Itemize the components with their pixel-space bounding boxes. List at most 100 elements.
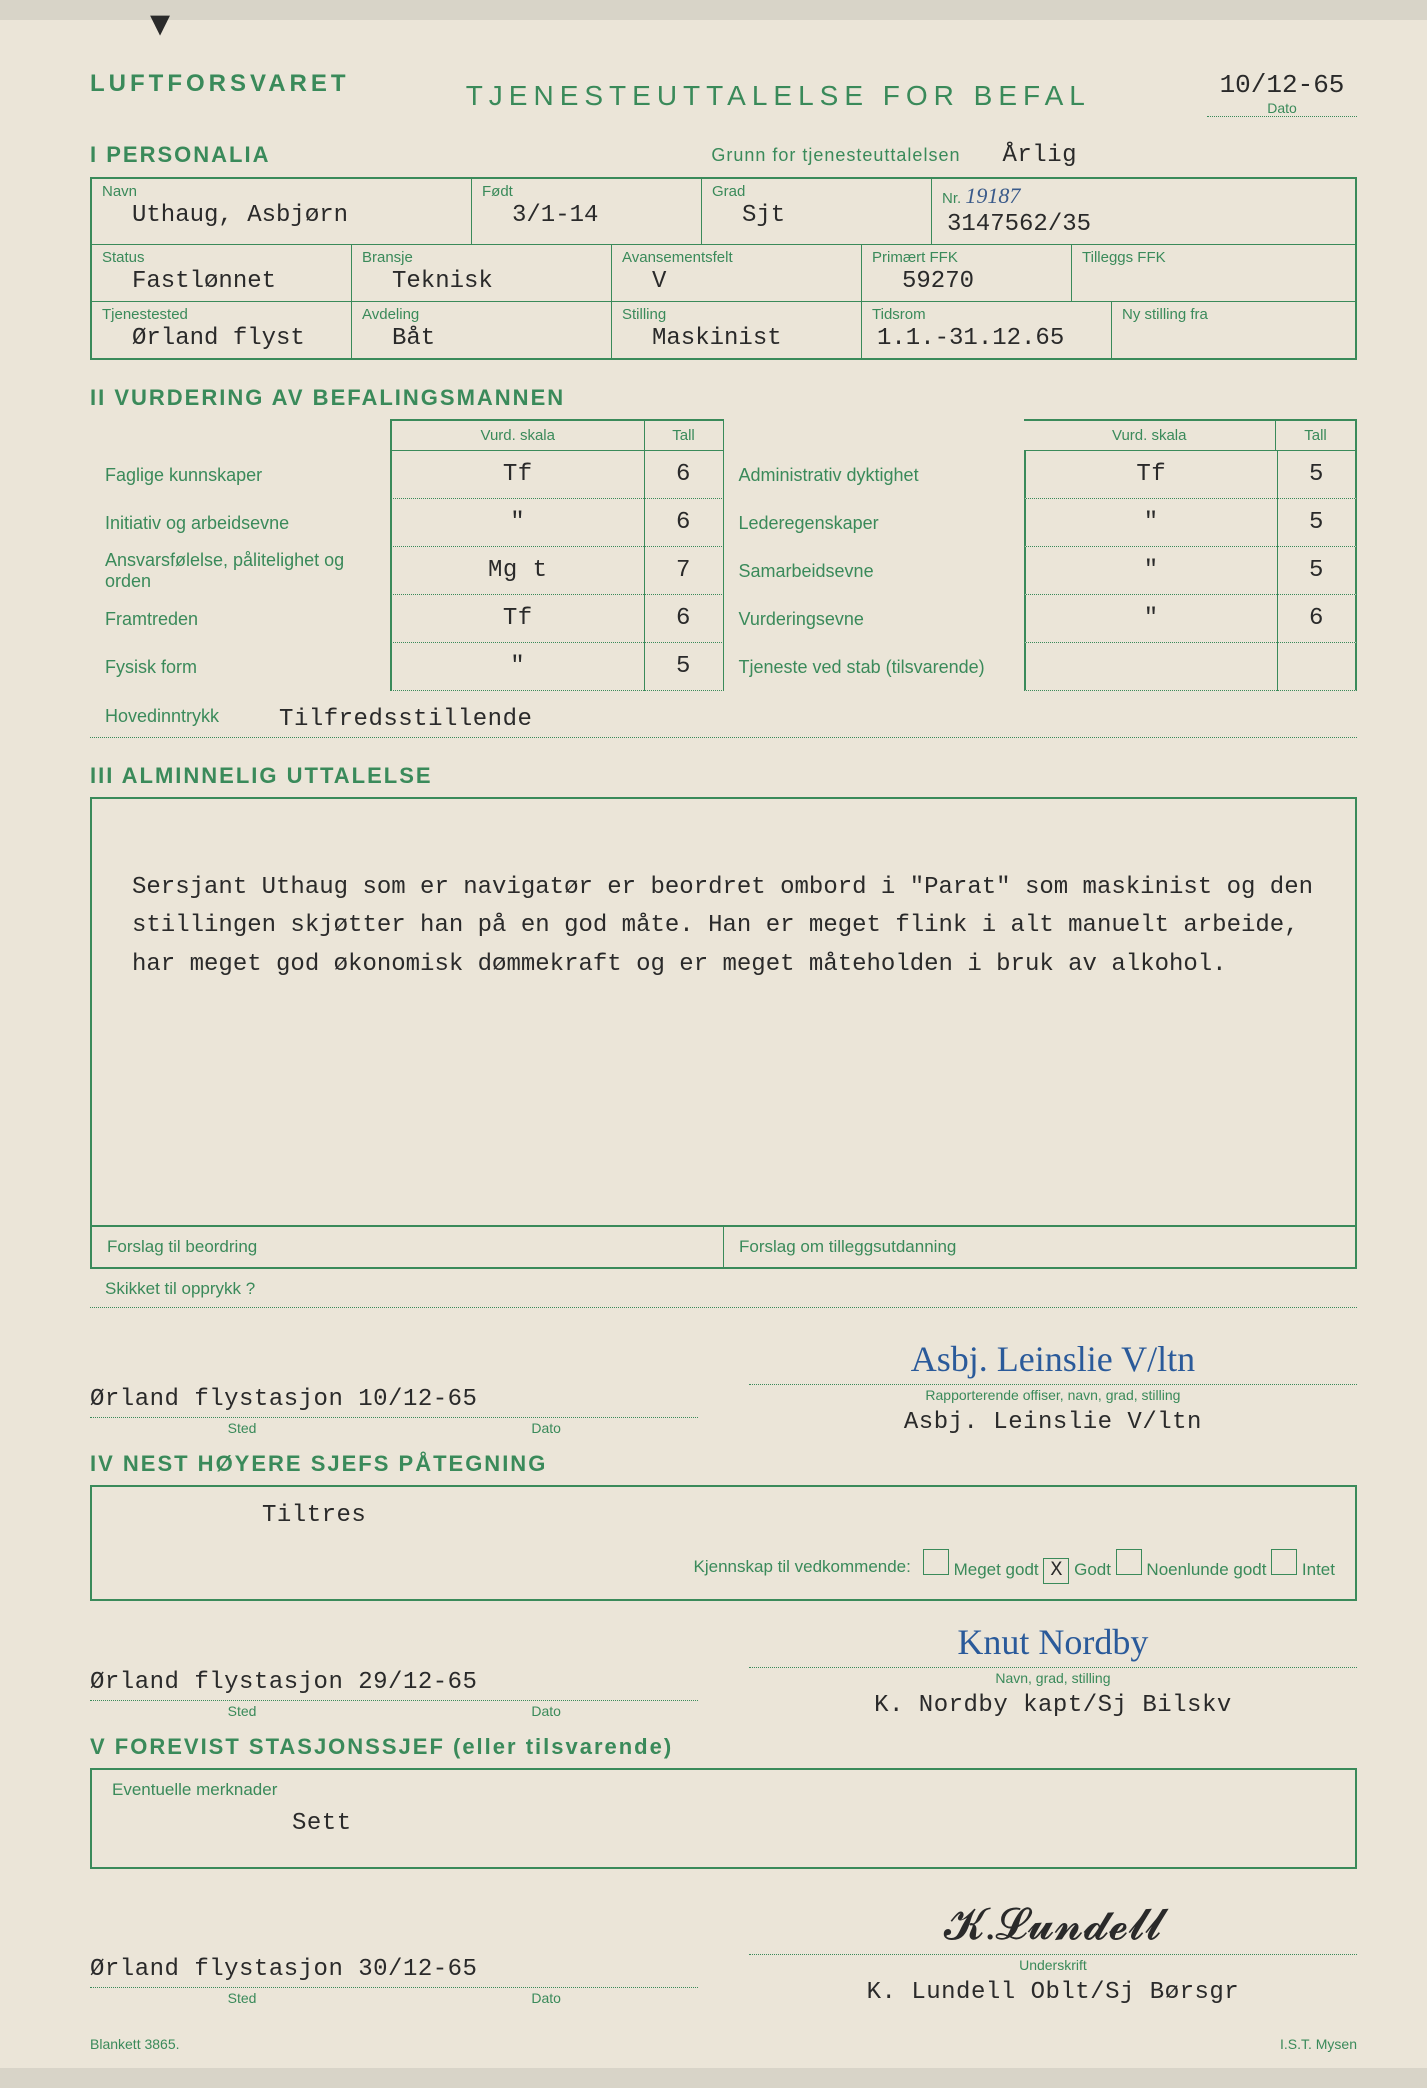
fodt-label: Født xyxy=(482,183,691,200)
section4-title: IV NEST HØYERE SJEFS PÅTEGNING xyxy=(90,1451,547,1477)
status-label: Status xyxy=(102,249,341,266)
navn-value: Uthaug, Asbjørn xyxy=(102,202,461,229)
avd-value: Båt xyxy=(362,325,601,352)
skikket-line: Skikket til opprykk ? xyxy=(90,1275,1357,1308)
nystilling-label: Ny stilling fra xyxy=(1122,306,1345,323)
sig-typed-iii: Asbj. Leinslie V/ltn xyxy=(749,1409,1357,1436)
statement-box: Sersjant Uthaug som er navigatør er beor… xyxy=(90,797,1357,1227)
eval-label: Samarbeidsevne xyxy=(724,561,1024,582)
eval-tall: 6 xyxy=(644,451,724,499)
eval-label: Tjeneste ved stab (tilsvarende) xyxy=(724,657,1024,678)
navn-label: Navn xyxy=(102,183,461,200)
sig-typed-v: K. Lundell Oblt/Sj Børsgr xyxy=(749,1979,1357,2006)
binder-mark: ▾ xyxy=(150,0,170,46)
checkbox-label: Intet xyxy=(1297,1560,1335,1579)
eval-label: Fysisk form xyxy=(90,657,390,678)
section5-header: V FOREVIST STASJONSSJEF (eller tilsvaren… xyxy=(90,1734,1357,1760)
place-date-iv: Ørland flystasjon 29/12-65 xyxy=(90,1669,698,1701)
eval-label: Vurderingsevne xyxy=(724,609,1024,630)
forslag-tillegg: Forslag om tilleggsutdanning xyxy=(724,1227,1355,1267)
eval-row: Administrativ dyktighetTf5 xyxy=(724,451,1358,499)
iv-box: Tiltres Kjennskap til vedkommende: Meget… xyxy=(90,1485,1357,1601)
eval-tall: 5 xyxy=(1277,547,1357,595)
tidsrom-value: 1.1.-31.12.65 xyxy=(872,325,1101,352)
eval-table: Vurd. skala Tall Faglige kunnskaperTf6 In… xyxy=(90,419,1357,691)
sig-under-iv: Navn, grad, stilling xyxy=(749,1670,1357,1686)
section2-header: II VURDERING AV BEFALINGSMANNEN xyxy=(90,385,1357,411)
tjenested-label: Tjenestested xyxy=(102,306,341,323)
sig-script-iii: Asbj. Leinslie V/ltn xyxy=(911,1339,1195,1379)
page: ▾ LUFTFORSVARET TJENESTEUTTALELSE FOR BE… xyxy=(0,20,1427,2068)
eval-skala: Mg t xyxy=(390,547,644,595)
checkbox[interactable]: X xyxy=(1043,1558,1069,1584)
section1-header: I PERSONALIA Grunn for tjenesteuttalelse… xyxy=(90,142,1357,169)
eval-tall: 5 xyxy=(1277,451,1357,499)
sig-typed-iv: K. Nordby kapt/Sj Bilskv xyxy=(749,1692,1357,1719)
eval-tall: 5 xyxy=(1277,499,1357,547)
checkbox[interactable] xyxy=(1271,1549,1297,1575)
dato-lbl-iii: Dato xyxy=(394,1420,698,1436)
eval-tall: 6 xyxy=(1277,595,1357,643)
col-tall-left: Tall xyxy=(644,421,724,450)
nr-value: 3147562/35 xyxy=(942,211,1345,238)
kjenn-label: Kjennskap til vedkommende: xyxy=(694,1557,911,1577)
status-value: Fastlønnet xyxy=(102,268,341,295)
prim-label: Primært FFK xyxy=(872,249,1061,266)
grunn-label: Grunn for tjenesteuttalelsen xyxy=(711,145,960,165)
eval-row: Ansvarsfølelse, pålitelighet og ordenMg … xyxy=(90,547,724,595)
eval-skala: Tf xyxy=(390,595,644,643)
till-label: Tilleggs FFK xyxy=(1082,249,1345,266)
sted-lbl-iv: Sted xyxy=(90,1703,394,1719)
merk-label: Eventuelle merknader xyxy=(112,1780,1335,1800)
eval-row: Faglige kunnskaperTf6 xyxy=(90,451,724,499)
eval-tall xyxy=(1277,643,1357,691)
place-date-v: Ørland flystasjon 30/12-65 xyxy=(90,1956,698,1988)
statement-text: Sersjant Uthaug som er navigatør er beor… xyxy=(132,869,1315,984)
eval-row: Tjeneste ved stab (tilsvarende) xyxy=(724,643,1358,691)
eval-skala: " xyxy=(390,643,644,691)
eval-skala: " xyxy=(1024,499,1278,547)
place-date-iii: Ørland flystasjon 10/12-65 xyxy=(90,1386,698,1418)
grad-label: Grad xyxy=(712,183,921,200)
sig-under-v: Underskrift xyxy=(749,1957,1357,1973)
hoved-value: Tilfredsstillende xyxy=(279,706,532,733)
fodt-value: 3/1-14 xyxy=(482,202,691,229)
eval-skala: " xyxy=(1024,595,1278,643)
eval-label: Framtreden xyxy=(90,609,390,630)
eval-label: Ansvarsfølelse, pålitelighet og orden xyxy=(90,550,390,592)
col-vurd-right: Vurd. skala xyxy=(1024,421,1276,450)
hoved-label: Hovedinntrykk xyxy=(105,706,219,733)
date-value: 10/12-65 xyxy=(1207,70,1357,100)
stilling-label: Stilling xyxy=(622,306,851,323)
checkbox[interactable] xyxy=(1116,1549,1142,1575)
bransje-value: Teknisk xyxy=(362,268,601,295)
checkbox-label: Noenlunde godt xyxy=(1142,1560,1272,1579)
eval-row: Vurderingsevne"6 xyxy=(724,595,1358,643)
section3-title: III ALMINNELIG UTTALELSE xyxy=(90,763,433,789)
eval-tall: 6 xyxy=(644,595,724,643)
eval-tall: 6 xyxy=(644,499,724,547)
eval-skala: Tf xyxy=(1024,451,1278,499)
eval-label: Administrativ dyktighet xyxy=(724,465,1024,486)
sig-block-iii: Ørland flystasjon 10/12-65 Sted Dato Asb… xyxy=(90,1338,1357,1436)
sig-script-iv: Knut Nordby xyxy=(957,1622,1148,1662)
v-box: Eventuelle merknader Sett xyxy=(90,1768,1357,1869)
date-label: Dato xyxy=(1207,100,1357,116)
section5-title: V FOREVIST STASJONSSJEF (eller tilsvaren… xyxy=(90,1734,673,1760)
nr-handwritten: 19187 xyxy=(965,183,1020,208)
sted-lbl-iii: Sted xyxy=(90,1420,394,1436)
check-row: Kjennskap til vedkommende: Meget godt X … xyxy=(112,1549,1335,1584)
eval-row: Samarbeidsevne"5 xyxy=(724,547,1358,595)
date-box: 10/12-65 Dato xyxy=(1207,70,1357,117)
section1-title: I PERSONALIA xyxy=(90,142,270,169)
eval-label: Lederegenskaper xyxy=(724,513,1024,534)
col-vurd-left: Vurd. skala xyxy=(392,421,644,450)
checkbox[interactable] xyxy=(923,1549,949,1575)
tiltres: Tiltres xyxy=(112,1502,1335,1529)
footer-right: I.S.T. Mysen xyxy=(1280,2036,1357,2052)
eval-skala xyxy=(1024,643,1278,691)
eval-label: Initiativ og arbeidsevne xyxy=(90,513,390,534)
hovedinntrykk-line: Hovedinntrykk Tilfredsstillende xyxy=(90,706,1357,738)
col-tall-right: Tall xyxy=(1275,421,1355,450)
checkbox-label: Meget godt xyxy=(949,1560,1044,1579)
